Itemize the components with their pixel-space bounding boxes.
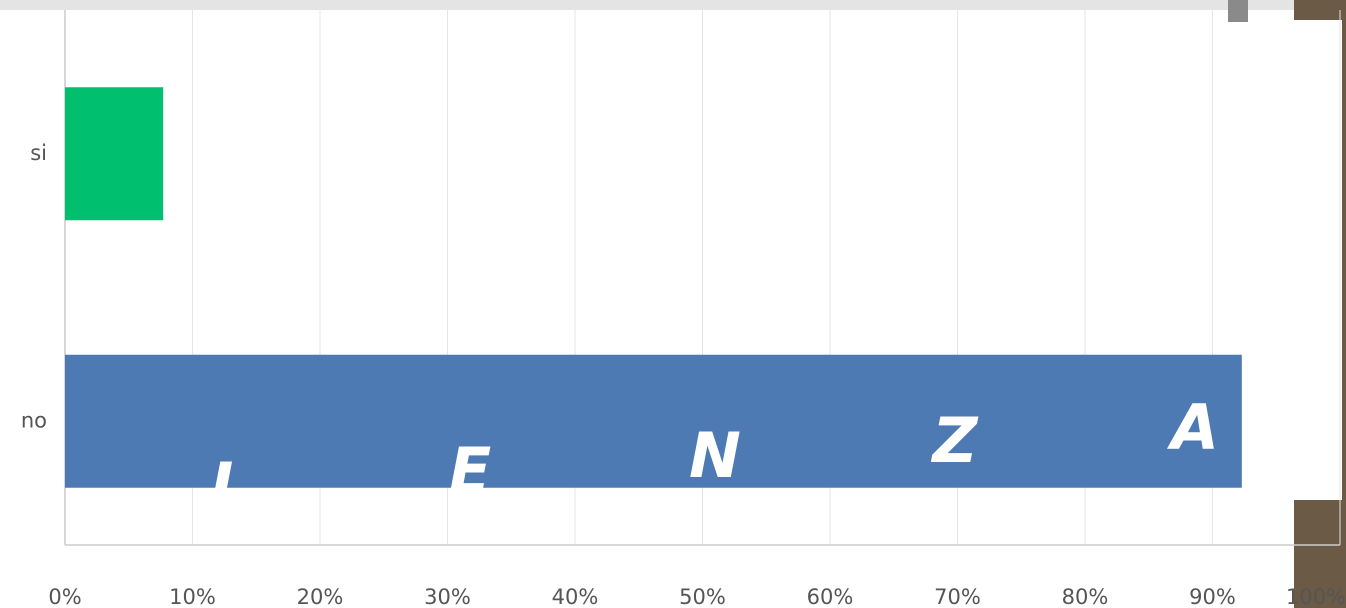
x-tick-label: 30% [424, 585, 471, 608]
overlay-letter: N [689, 419, 741, 492]
page: {"chart_data": {"type": "hbar", "categor… [0, 0, 1346, 608]
x-tick-label: 60% [807, 585, 854, 608]
overlay-letter: Z [931, 404, 979, 477]
y-tick-label: no [21, 408, 47, 432]
x-tick-label: 10% [169, 585, 216, 608]
background-panel [1294, 20, 1342, 500]
y-tick-label: si [30, 141, 47, 165]
x-tick-label: 0% [48, 585, 81, 608]
chart: 0% 10% 20% 30% 40% 50% 60% 70% 80% 90% 100% si no L E N… [0, 0, 1346, 608]
x-tick-label: 40% [552, 585, 599, 608]
x-tick-label: 90% [1189, 585, 1236, 608]
bar [65, 87, 163, 220]
overlay-letter: A [1166, 391, 1219, 464]
overlay-letter: E [449, 434, 491, 507]
overlay-letter: L [210, 449, 250, 522]
x-tick-label: 70% [934, 585, 981, 608]
x-tick-label: 50% [679, 585, 726, 608]
x-tick-label: 20% [297, 585, 344, 608]
scrollbar [1228, 0, 1248, 22]
x-tick-label: 80% [1062, 585, 1109, 608]
bars [65, 87, 1242, 488]
top-strip [0, 0, 1346, 10]
x-tick-label: 100% [1286, 585, 1346, 608]
